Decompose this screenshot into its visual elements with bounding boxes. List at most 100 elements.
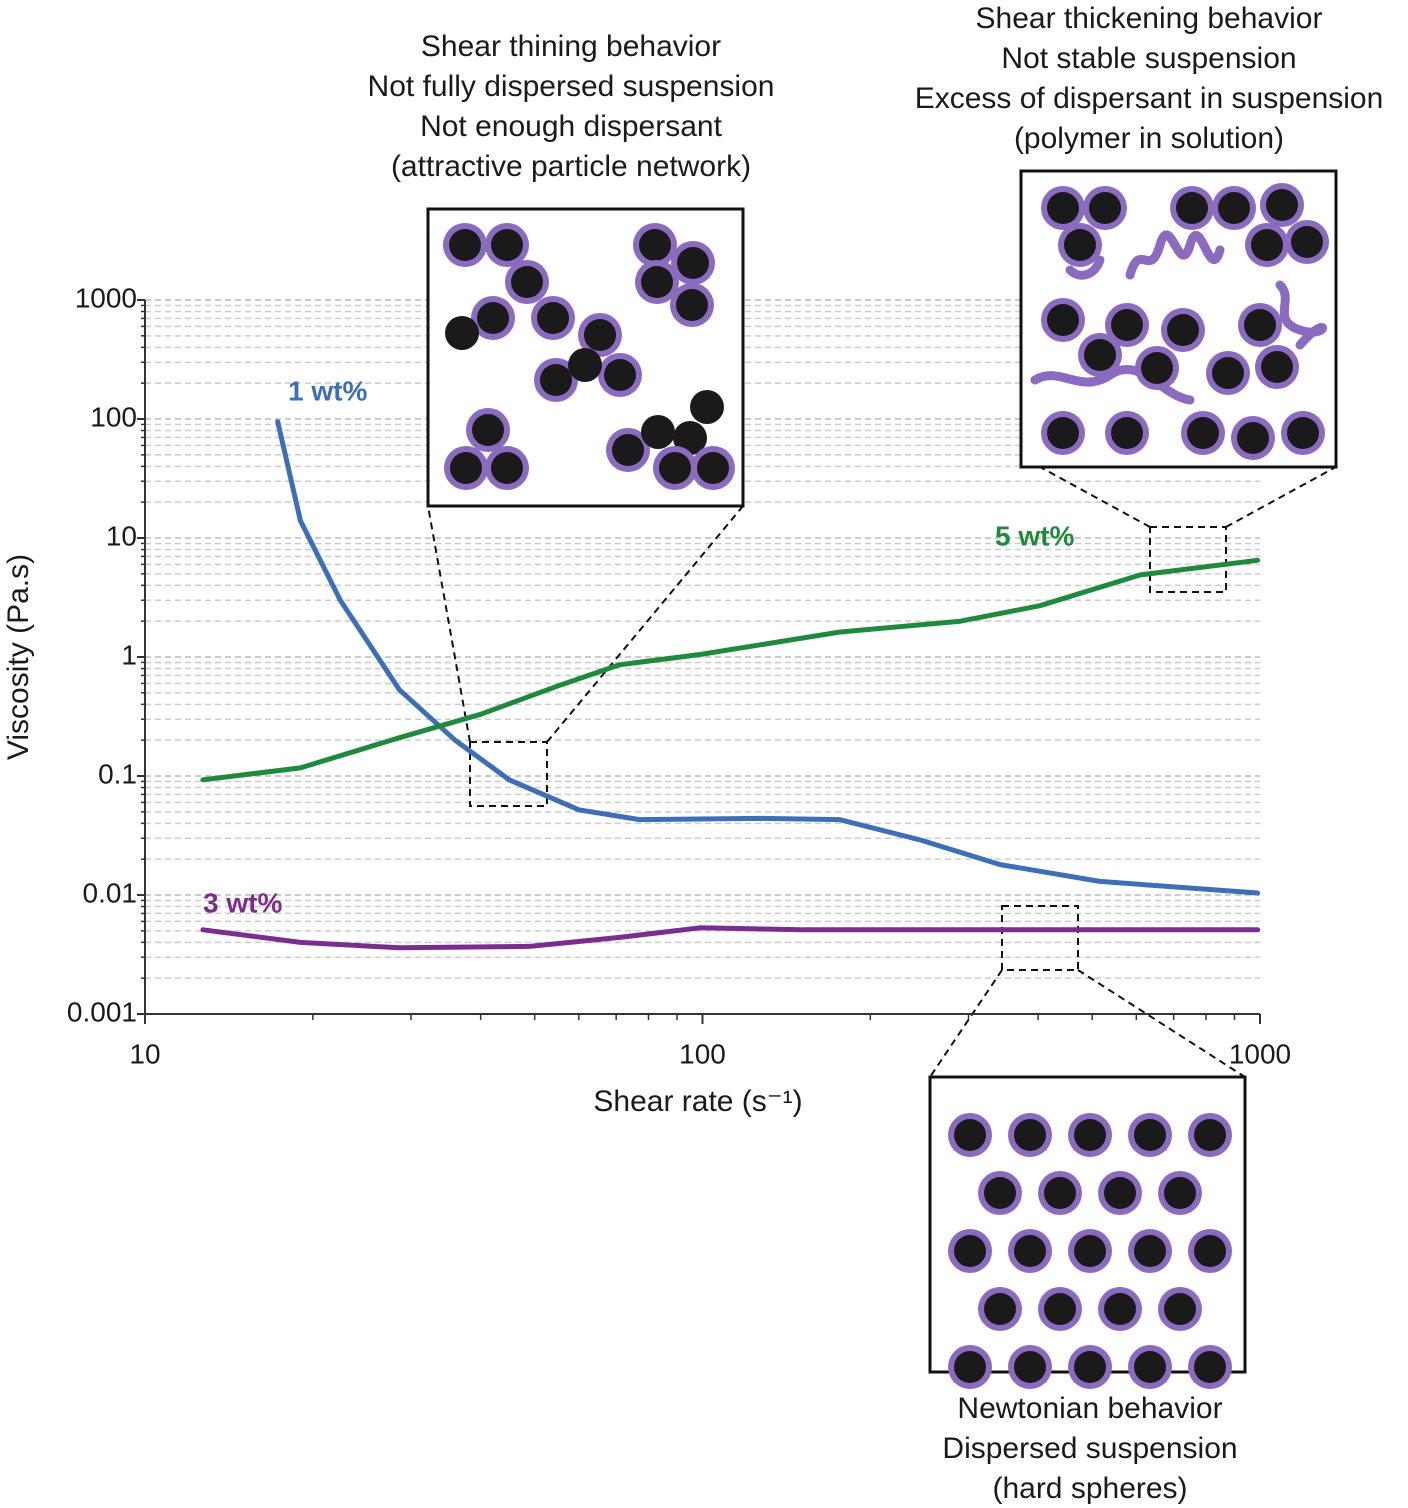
particle [1047,192,1079,224]
particle [1014,1351,1046,1383]
particle [1047,304,1079,336]
particle [1074,1235,1106,1267]
particle [1074,1119,1106,1151]
annotation: Shear thining behavior [421,30,721,63]
particle [1212,357,1244,389]
particle [954,1235,986,1267]
particle [1111,309,1143,341]
particle [1134,1119,1166,1151]
particle [677,247,709,279]
annotation: (hard spheres) [992,1472,1187,1505]
particle [1104,1177,1136,1209]
series-line [200,925,1261,951]
particles [443,183,1329,1389]
particle [1266,189,1298,221]
y-tick-label: 0.1 [98,758,137,789]
particle [697,452,729,484]
particle [659,452,691,484]
particle [1261,351,1293,383]
x-tick-label: 1000 [1229,1038,1291,1069]
x-tick-label: 10 [129,1038,160,1069]
polymer [1275,280,1327,350]
annotation: Excess of dispersant in suspension [915,82,1384,115]
particle [954,1351,986,1383]
annotation: (attractive particle network) [391,150,751,183]
particle [612,434,644,466]
particle [1194,1235,1226,1267]
particle [449,229,481,261]
particle [641,266,673,298]
particle [1287,417,1319,449]
x-axis-label: Shear rate (s⁻¹) [593,1085,802,1118]
particle [477,302,509,334]
particle [1014,1119,1046,1151]
y-tick-label: 10 [106,520,137,551]
particle [491,452,523,484]
particle [1194,1119,1226,1151]
particle [1194,1351,1226,1383]
particle [1141,352,1173,384]
particle [1167,314,1199,346]
particle [445,316,479,350]
series-label: 3 wt% [203,887,282,918]
particle [568,348,602,382]
annotation: Not fully dispersed suspension [368,70,775,103]
particle [1218,192,1250,224]
particle [1291,226,1323,258]
particle [673,421,707,455]
particle [540,364,572,396]
y-tick-label: 0.001 [67,996,137,1027]
particle [604,359,636,391]
particle [676,289,708,321]
polymer [1065,255,1105,280]
particle [1014,1235,1046,1267]
particle [1044,1177,1076,1209]
series-line [275,419,1261,896]
particle [1164,1293,1196,1325]
particle [1244,309,1276,341]
particle [584,319,616,351]
annotation: (polymer in solution) [1014,122,1284,155]
particle [1237,422,1269,454]
particle [984,1293,1016,1325]
y-axis-label: Viscosity (Pa.s) [2,554,35,760]
y-tick-label: 100 [90,401,137,432]
zoom-box [469,741,548,807]
particle [1164,1177,1196,1209]
particle [537,302,569,334]
annotation: Dispersed suspension [942,1432,1237,1465]
particle [639,229,671,261]
series-line [200,557,1261,783]
y-tick-label: 1 [121,639,137,670]
particle [641,415,675,449]
grid [145,299,1260,979]
polymer [1125,230,1225,280]
insets [426,169,1338,1389]
particle [491,229,523,261]
y-tick-label: 1000 [75,282,137,313]
particle [511,266,543,298]
particle [1044,1293,1076,1325]
particle [690,390,724,424]
particle [1104,1293,1136,1325]
particle [1084,339,1116,371]
particle [1134,1235,1166,1267]
particle [1064,229,1096,261]
zoom-box [1001,905,1079,971]
zoom-line [1077,969,1246,1078]
particle [1134,1351,1166,1383]
particle [984,1177,1016,1209]
particle [1074,1351,1106,1383]
zoom-line [1225,466,1337,528]
particle [954,1119,986,1151]
particle [1111,417,1143,449]
annotation: Not enough dispersant [420,110,723,143]
particle [1176,192,1208,224]
annotation: Not stable suspension [1001,42,1296,75]
zoom-line [427,505,471,743]
series-label: 5 wt% [995,520,1074,551]
zoom-line [546,505,744,743]
particle [1047,417,1079,449]
particle [1251,229,1283,261]
